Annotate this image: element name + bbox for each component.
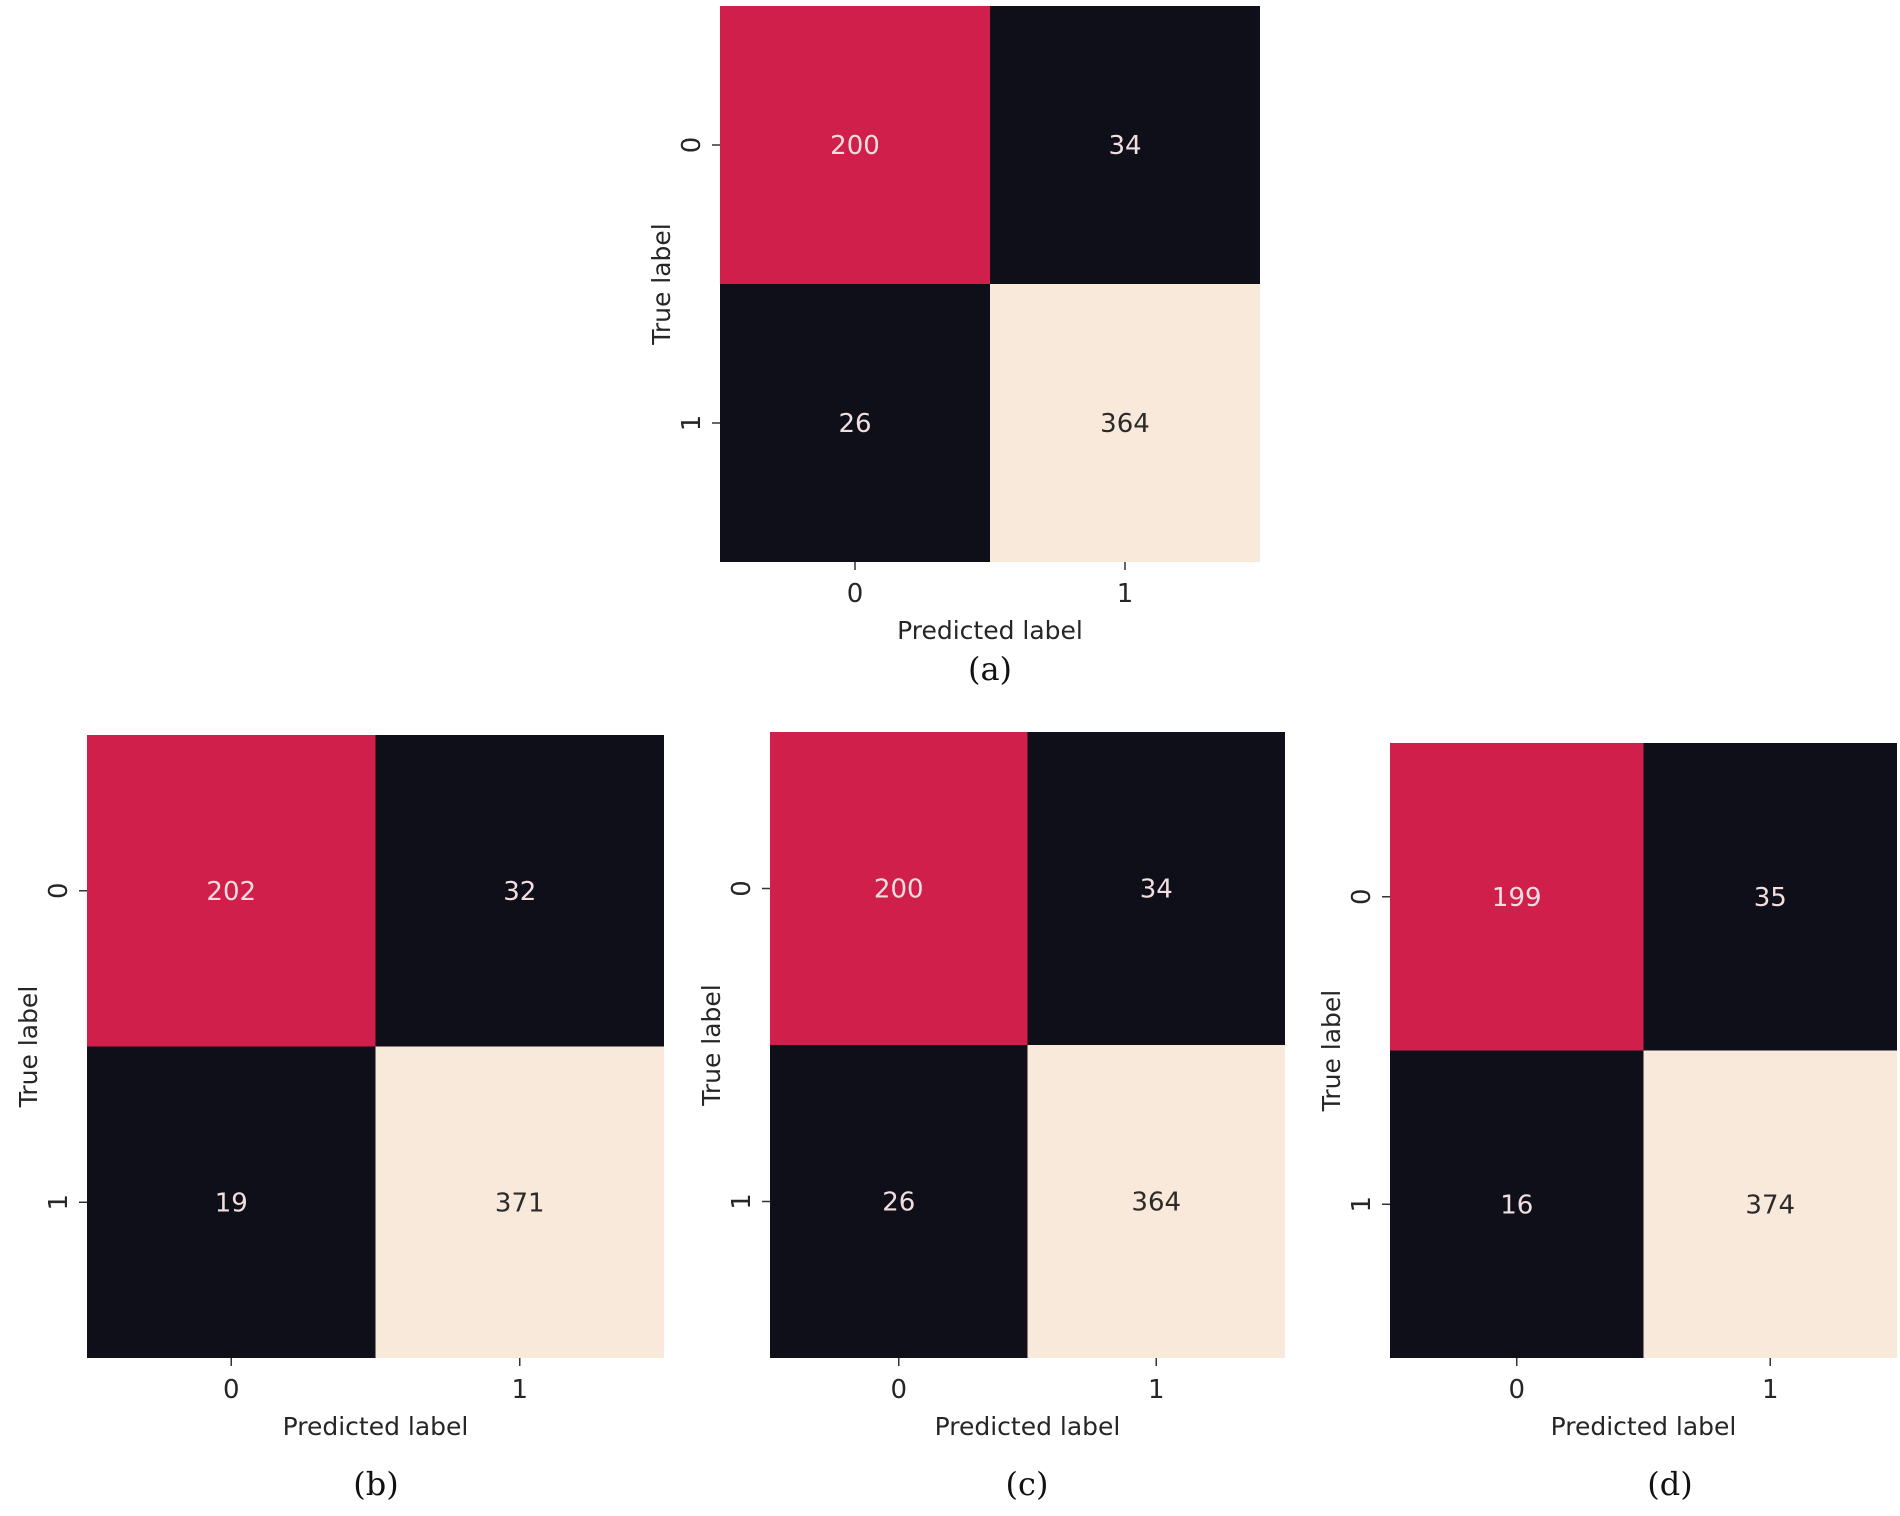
y-tick-label: 0 xyxy=(44,882,74,899)
panel-b: 202 32 19 371 0 1 0 1 Predicted label True label (… xyxy=(14,735,664,1503)
x-tick-label: 1 xyxy=(1148,1375,1165,1405)
x-axis-label: Predicted label xyxy=(283,1412,469,1441)
x-tick-label: 0 xyxy=(223,1375,240,1405)
heatmap-cell xyxy=(375,735,664,1047)
y-tick-label: 0 xyxy=(677,137,707,154)
cell-value-label: 364 xyxy=(1131,1188,1181,1218)
heatmap-cell xyxy=(1390,743,1644,1051)
heatmap-cell xyxy=(990,6,1260,284)
x-tick-label: 0 xyxy=(847,579,864,609)
y-tick-label: 1 xyxy=(677,415,707,432)
cell-value-label: 199 xyxy=(1492,883,1542,913)
y-tick-label: 1 xyxy=(1347,1196,1377,1213)
cell-value-label: 19 xyxy=(215,1188,248,1218)
panel-caption: (a) xyxy=(968,650,1012,688)
y-axis-label: True label xyxy=(647,223,676,346)
x-tick-label: 0 xyxy=(1508,1375,1525,1405)
heatmap-cell xyxy=(375,1046,664,1358)
cell-value-label: 202 xyxy=(206,877,256,907)
cell-value-label: 371 xyxy=(495,1188,545,1218)
x-axis-label: Predicted label xyxy=(935,1412,1121,1441)
y-tick-label: 0 xyxy=(727,880,757,897)
heatmap-cell xyxy=(720,6,990,284)
heatmap-cell xyxy=(1027,732,1285,1045)
x-tick-label: 1 xyxy=(1762,1375,1779,1405)
cell-value-label: 34 xyxy=(1108,131,1141,161)
x-tick-label: 1 xyxy=(1117,579,1134,609)
y-tick-label: 0 xyxy=(1347,888,1377,905)
heatmap-cell xyxy=(770,732,1028,1045)
heatmap-cell xyxy=(720,284,990,562)
x-tick-label: 0 xyxy=(890,1375,907,1405)
y-axis-label: True label xyxy=(14,986,43,1109)
panel-d: 199 35 16 374 0 1 0 1 Predicted label True label (… xyxy=(1317,743,1897,1503)
cell-value-label: 26 xyxy=(838,409,871,439)
cell-value-label: 200 xyxy=(874,875,924,905)
panel-c: 200 34 26 364 0 1 0 1 Predicted label True label (… xyxy=(697,732,1285,1503)
y-axis-label: True label xyxy=(1317,990,1346,1113)
cell-value-label: 16 xyxy=(1500,1190,1533,1220)
heatmap-cell xyxy=(1390,1050,1644,1358)
heatmap-cell xyxy=(770,1045,1028,1358)
x-axis-label: Predicted label xyxy=(897,616,1083,645)
y-axis-label: True label xyxy=(697,984,726,1107)
cell-value-label: 34 xyxy=(1140,875,1173,905)
y-tick-label: 1 xyxy=(44,1194,74,1211)
panel-caption: (b) xyxy=(353,1465,398,1503)
heatmap-cell xyxy=(1027,1045,1285,1358)
panel-caption: (d) xyxy=(1647,1465,1692,1503)
heatmap-cell xyxy=(87,735,376,1047)
panel-caption: (c) xyxy=(1006,1465,1049,1503)
heatmap-cell xyxy=(1643,1050,1897,1358)
x-axis-label: Predicted label xyxy=(1551,1412,1737,1441)
cell-value-label: 35 xyxy=(1754,883,1787,913)
x-tick-label: 1 xyxy=(511,1375,528,1405)
cell-value-label: 374 xyxy=(1745,1190,1795,1220)
heatmap-cell xyxy=(1643,743,1897,1051)
cell-value-label: 26 xyxy=(882,1188,915,1218)
y-tick-label: 1 xyxy=(727,1193,757,1210)
cell-value-label: 200 xyxy=(830,131,880,161)
cell-value-label: 32 xyxy=(503,877,536,907)
heatmap-cell xyxy=(990,284,1260,562)
panel-a: 200 34 26 364 0 1 0 1 Predicted label True label (… xyxy=(647,6,1260,688)
cell-value-label: 364 xyxy=(1100,409,1150,439)
heatmap-cell xyxy=(87,1046,376,1358)
